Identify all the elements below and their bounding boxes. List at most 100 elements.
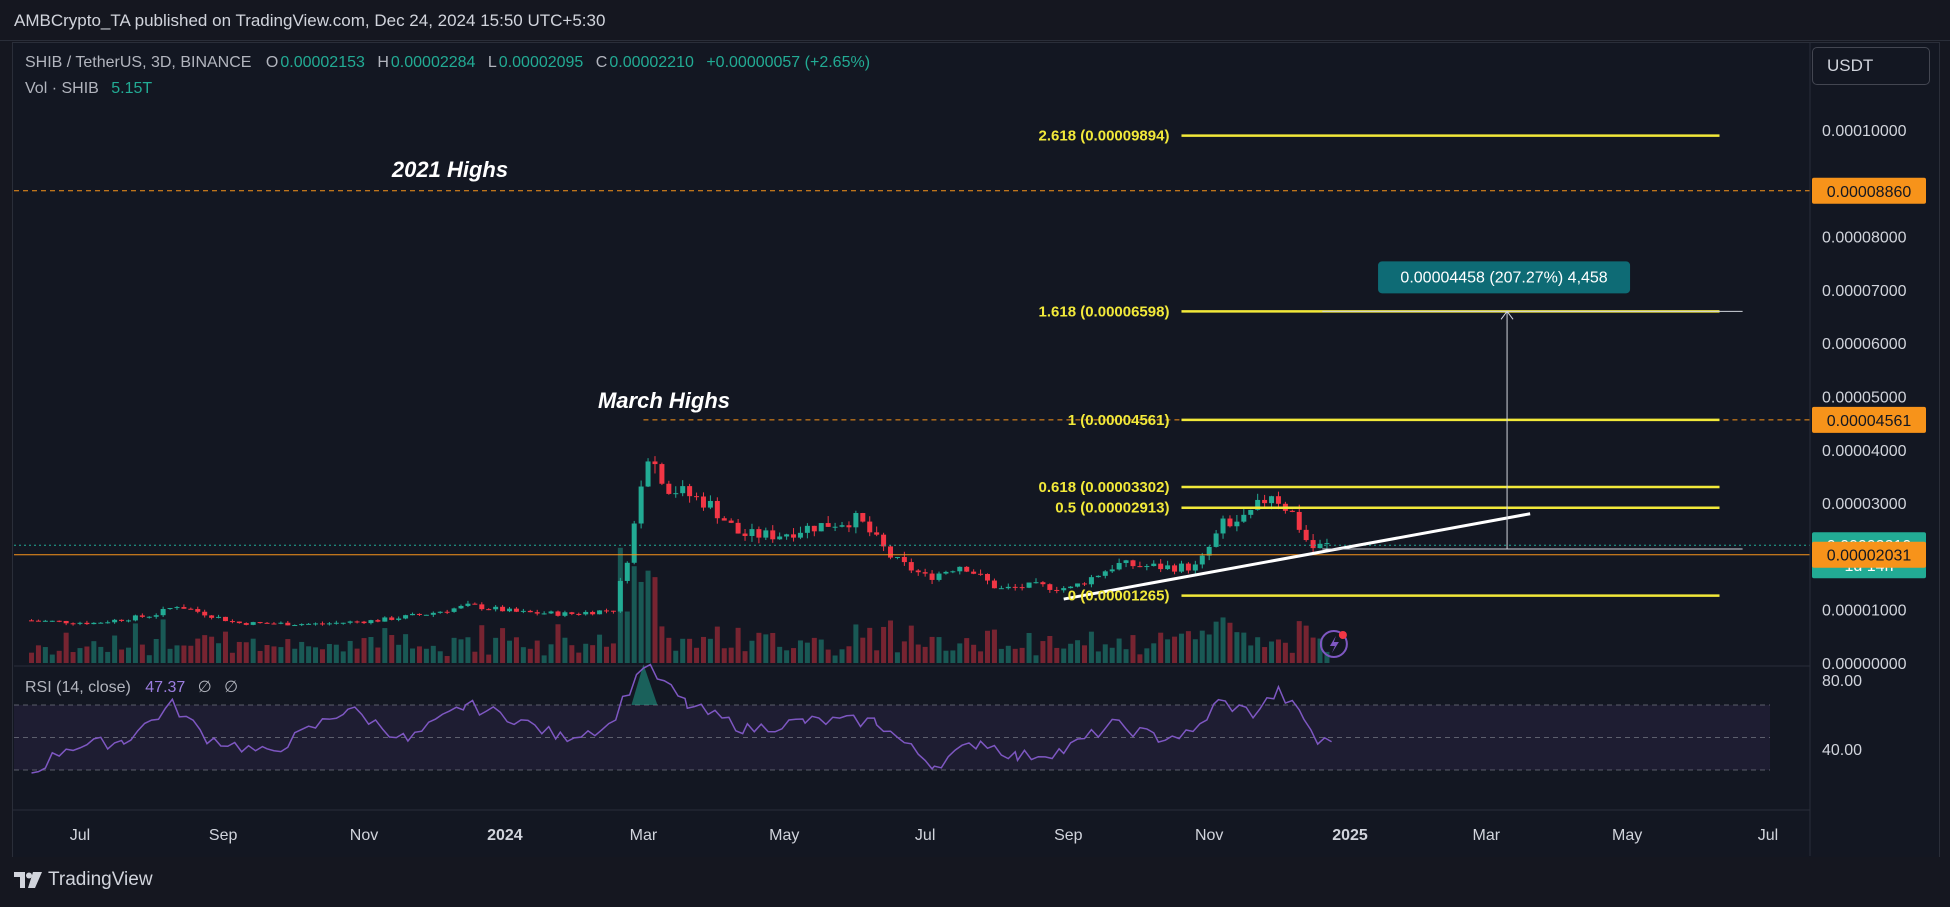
volume-bar <box>832 655 838 663</box>
candle-body <box>139 615 145 617</box>
volume-bar <box>222 631 228 663</box>
volume-bar <box>1158 632 1164 663</box>
volume-bar <box>687 638 693 663</box>
volume-bar <box>1075 640 1081 663</box>
volume-bar <box>811 637 817 663</box>
rsi-label[interactable]: RSI (14, close) <box>25 679 131 696</box>
candle-body <box>1255 499 1261 510</box>
candle-body <box>985 573 991 581</box>
volume-bar <box>784 650 790 663</box>
volume-bar <box>680 638 686 663</box>
candle-body <box>950 571 956 573</box>
candle-body <box>971 571 977 574</box>
volume-bar <box>853 624 859 663</box>
price-lines <box>14 190 1810 601</box>
rsi-extra-1: ∅ <box>197 679 212 696</box>
candle-body <box>188 608 194 610</box>
candle-body <box>534 612 540 614</box>
volume-bar <box>70 652 76 663</box>
candle-body <box>1317 543 1323 549</box>
volume-bar <box>1303 625 1309 663</box>
volume-bar <box>49 654 55 663</box>
candle-body <box>742 533 748 536</box>
volume-bar <box>1317 638 1323 663</box>
candle-body <box>513 608 519 612</box>
volume-bar <box>624 611 630 663</box>
candle-body <box>1033 582 1039 584</box>
volume-bar <box>243 642 249 663</box>
candle-body <box>98 622 104 624</box>
volume-bar <box>146 655 152 663</box>
currency-button[interactable]: USDT <box>1812 47 1930 85</box>
measure-label-box <box>1378 261 1631 294</box>
volume-bar <box>915 644 921 663</box>
rsi-value: 47.37 <box>145 679 186 696</box>
volume-bar <box>513 637 519 663</box>
volume-legend: Vol · SHIB 5.15T <box>25 80 154 98</box>
x-tick-label: May <box>1612 827 1642 844</box>
candle-body <box>437 611 443 613</box>
volume-bar <box>1068 643 1074 663</box>
candle-body <box>493 606 499 610</box>
candle-body <box>1227 518 1233 527</box>
volume-bar <box>527 648 533 663</box>
volume-bar <box>929 636 935 663</box>
volume-bar <box>922 646 928 663</box>
candle-body <box>915 570 921 573</box>
volume-label[interactable]: Vol · SHIB <box>25 80 99 97</box>
candle-body <box>721 518 727 521</box>
candle-body <box>250 622 256 625</box>
price-tag <box>1812 177 1926 204</box>
chart-frame[interactable] <box>12 42 1940 858</box>
volume-bar <box>396 644 402 663</box>
candle-body <box>624 562 630 581</box>
y-tick-label: 0.00007000 <box>1822 283 1907 300</box>
volume-bar <box>777 646 783 663</box>
candle-body <box>749 529 755 536</box>
candle-body <box>222 616 228 622</box>
volume-bar <box>105 651 111 663</box>
volume-bar <box>257 650 263 663</box>
candle-body <box>1178 563 1184 572</box>
candle-body <box>423 614 429 616</box>
candle-body <box>652 461 658 465</box>
volume-bar <box>160 619 166 663</box>
candle-body <box>313 623 319 625</box>
x-tick-label: Sep <box>209 827 238 844</box>
volume-bar <box>971 644 977 663</box>
volume-bar <box>313 647 319 663</box>
volume-bar <box>652 577 658 663</box>
volume-bar <box>195 638 201 663</box>
symbol-label[interactable]: SHIB / TetherUS, 3D, BINANCE <box>25 54 252 71</box>
volume-bar <box>1192 639 1198 663</box>
candle-body <box>694 496 700 498</box>
candle-body <box>548 611 554 614</box>
volume-bar <box>881 626 887 663</box>
volume-bar <box>874 650 880 663</box>
volume-bar <box>285 639 291 663</box>
volume-bar <box>867 627 873 663</box>
candle-body <box>396 618 402 620</box>
candle-body <box>132 615 138 621</box>
x-tick-label: Nov <box>1195 827 1223 844</box>
volume-bar <box>666 637 672 663</box>
candle-body <box>229 621 235 623</box>
candle-body <box>929 573 935 580</box>
annotation-march-highs: March Highs <box>598 388 730 413</box>
candle-body <box>1137 566 1143 568</box>
candle-body <box>770 530 776 540</box>
candle-body <box>590 611 596 615</box>
volume-bar <box>35 645 41 663</box>
x-tick-label: May <box>769 827 799 844</box>
tradingview-logo[interactable]: TradingView <box>14 869 153 891</box>
candle-body <box>1220 518 1226 534</box>
volume-bar <box>1019 647 1025 663</box>
candle-body <box>881 534 887 547</box>
volume-bar <box>1102 644 1108 663</box>
candle-body <box>306 623 312 625</box>
volume-bar <box>1005 645 1011 663</box>
volume-bar <box>403 634 409 663</box>
volume-bar <box>936 637 942 663</box>
